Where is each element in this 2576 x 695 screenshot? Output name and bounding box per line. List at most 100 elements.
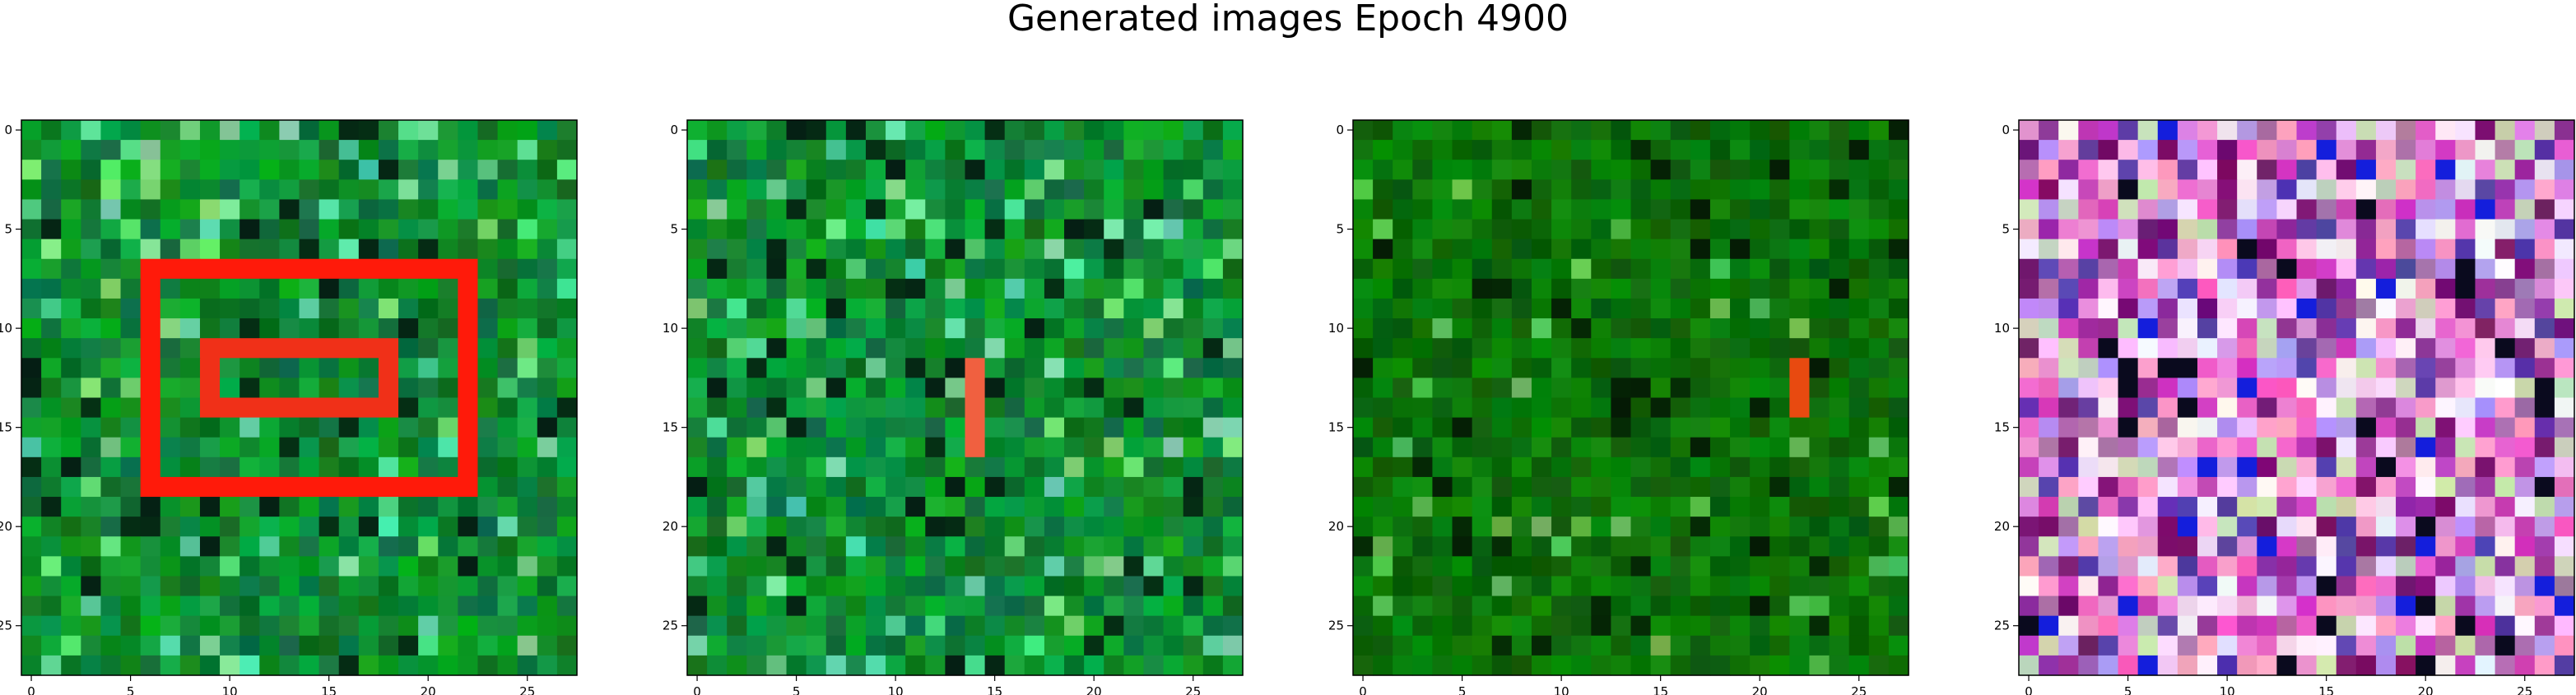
- pixel: [2296, 160, 2318, 180]
- pixel: [865, 397, 886, 419]
- pixel: [1730, 476, 1751, 498]
- pixel: [239, 219, 260, 240]
- x-tick-label: 25: [1185, 684, 1201, 695]
- pixel: [1452, 378, 1473, 399]
- pixel: [299, 517, 320, 537]
- pixel: [517, 179, 538, 201]
- pixel: [1143, 258, 1165, 280]
- pixel: [2296, 456, 2318, 478]
- pixel: [160, 397, 181, 419]
- pixel: [1611, 120, 1632, 141]
- pixel: [438, 517, 458, 537]
- pixel: [1888, 258, 1909, 280]
- x-tick-label: 0: [2025, 684, 2033, 695]
- pixel: [2039, 595, 2059, 617]
- pixel: [1789, 199, 1811, 220]
- pixel: [2039, 179, 2059, 201]
- pixel: [1551, 199, 1572, 220]
- pixel: [1183, 199, 1204, 220]
- pixel: [1393, 497, 1413, 517]
- pixel: [1630, 199, 1652, 220]
- pixel: [2197, 397, 2218, 419]
- pixel: [1432, 456, 1453, 478]
- pixel: [2416, 378, 2436, 399]
- pixel: [2019, 338, 2039, 359]
- pixel: [727, 160, 747, 180]
- pixel: [825, 160, 847, 180]
- pixel: [537, 199, 558, 220]
- pixel: [398, 397, 419, 419]
- pixel: [1630, 140, 1652, 160]
- pixel: [945, 239, 966, 260]
- pixel: [497, 160, 518, 180]
- pixel: [179, 497, 201, 517]
- pixel: [418, 179, 439, 201]
- pixel: [1571, 278, 1592, 299]
- pixel: [965, 497, 986, 517]
- pixel: [1373, 595, 1393, 617]
- pixel: [1143, 536, 1165, 557]
- pixel: [965, 615, 986, 637]
- pixel: [2534, 437, 2555, 458]
- pixel: [2197, 655, 2218, 676]
- pixel: [517, 536, 538, 557]
- pixel: [746, 635, 768, 656]
- pixel: [1829, 437, 1850, 458]
- pixel: [687, 517, 708, 537]
- pixel: [2416, 497, 2436, 517]
- pixel: [1789, 655, 1811, 676]
- pixel: [1551, 160, 1572, 180]
- pixel: [1123, 318, 1145, 339]
- pixel: [1789, 417, 1811, 438]
- pixel: [319, 219, 340, 240]
- pixel: [2316, 635, 2337, 656]
- pixel: [1611, 517, 1632, 537]
- pixel: [477, 378, 499, 399]
- pixel: [458, 635, 479, 656]
- pixel: [477, 576, 499, 597]
- pixel: [1373, 160, 1393, 180]
- pixel: [2237, 497, 2257, 517]
- pixel: [945, 635, 966, 656]
- pixel: [2435, 179, 2456, 201]
- pixel: [220, 199, 240, 220]
- pixel: [2416, 258, 2436, 280]
- pixel: [537, 397, 558, 419]
- pixel: [299, 358, 320, 378]
- pixel: [259, 417, 280, 438]
- pixel: [537, 576, 558, 597]
- pixel: [1143, 378, 1165, 399]
- pixel: [746, 239, 768, 260]
- pixel: [945, 298, 966, 319]
- pixel: [319, 318, 340, 339]
- pixel: [1412, 497, 1434, 517]
- pixel: [1202, 517, 1224, 537]
- pixel: [1868, 120, 1890, 141]
- pixel: [2514, 318, 2536, 339]
- pixel: [2534, 278, 2555, 299]
- pixel: [1650, 179, 1672, 201]
- pixel: [786, 160, 807, 180]
- pixel: [2058, 199, 2079, 220]
- pixel: [358, 278, 379, 299]
- pixel: [1202, 497, 1224, 517]
- pixel: [458, 556, 479, 577]
- pixel: [2276, 437, 2298, 458]
- pixel: [140, 318, 161, 339]
- pixel: [925, 556, 946, 577]
- pixel: [1591, 239, 1611, 260]
- pixel: [477, 358, 499, 378]
- pixel: [1024, 576, 1045, 597]
- x-tick-label: 25: [519, 684, 535, 695]
- pixel: [1591, 219, 1611, 240]
- pixel: [2276, 595, 2298, 617]
- pixel: [21, 278, 42, 299]
- pixel: [279, 655, 300, 676]
- pixel: [438, 239, 458, 260]
- pixel: [1809, 476, 1830, 498]
- pixel: [1104, 655, 1124, 676]
- pixel: [140, 219, 161, 240]
- pixel: [21, 615, 42, 637]
- pixel: [905, 397, 926, 419]
- pixel: [279, 576, 300, 597]
